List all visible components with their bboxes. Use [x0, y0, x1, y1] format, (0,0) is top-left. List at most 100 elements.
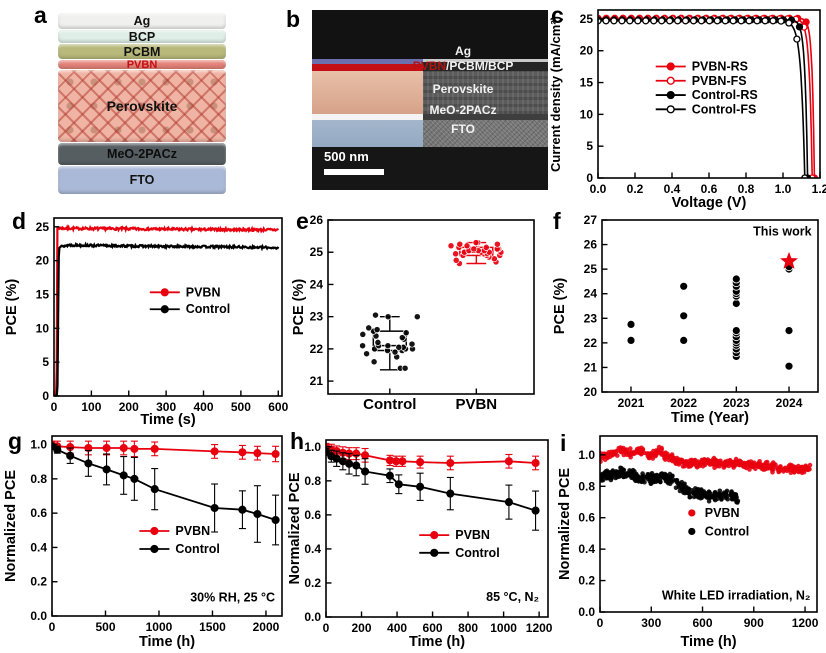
panel-g: g 0 500 1000 1500 2000 0.0 0.2 0.4 0.6 0.8 1.0 Time…	[2, 428, 292, 653]
svg-text:15: 15	[36, 287, 50, 301]
svg-text:10: 10	[36, 321, 50, 335]
sem-overlay-top	[312, 59, 423, 71]
svg-text:0.4: 0.4	[578, 542, 595, 556]
svg-text:300: 300	[156, 400, 176, 414]
svg-text:0.8: 0.8	[738, 182, 755, 196]
sem-overlay-ag	[312, 59, 423, 64]
svg-text:0.2: 0.2	[578, 574, 595, 588]
svg-text:0: 0	[597, 616, 604, 630]
layer-meo2pacz-label: MeO-2PACz	[107, 147, 177, 161]
device-stack-diagram: Ag BCP PCBM PVBN Perovskite MeO-2PACz FT…	[58, 12, 226, 194]
layer-fto-label: FTO	[129, 173, 155, 187]
svg-text:0.0: 0.0	[30, 609, 47, 623]
svg-text:0.6: 0.6	[304, 508, 321, 522]
svg-text:0.0: 0.0	[590, 182, 607, 196]
svg-text:23: 23	[584, 311, 598, 325]
svg-text:1.0: 1.0	[578, 448, 595, 462]
svg-text:Time (s): Time (s)	[140, 412, 196, 428]
svg-text:20: 20	[580, 44, 594, 58]
svg-text:21: 21	[584, 360, 598, 374]
svg-text:0: 0	[42, 389, 49, 403]
svg-text:800: 800	[458, 621, 478, 635]
sem-cross-section-image: Ag PVBN/PCBM/BCP Perovskite MeO-2PACz FT…	[312, 10, 548, 190]
svg-text:Current density (mA/cm²): Current density (mA/cm²)	[548, 16, 563, 172]
svg-text:0.4: 0.4	[30, 540, 47, 554]
svg-text:PVBN-FS: PVBN-FS	[692, 74, 747, 88]
svg-text:5: 5	[42, 355, 49, 369]
panel-a: a Ag BCP PCBM PVBN Perovskite MeO-2PACz …	[6, 2, 240, 202]
svg-text:1500: 1500	[199, 620, 226, 634]
svg-text:0.2: 0.2	[30, 575, 47, 589]
svg-text:1000: 1000	[490, 621, 517, 635]
panel-letter-c: c	[551, 2, 564, 28]
svg-text:0.8: 0.8	[30, 472, 47, 486]
svg-text:24: 24	[584, 287, 598, 301]
svg-text:24: 24	[310, 277, 324, 291]
svg-text:1.0: 1.0	[304, 440, 321, 454]
svg-text:0.4: 0.4	[664, 182, 681, 196]
scale-bar	[324, 169, 384, 175]
svg-text:0.6: 0.6	[701, 182, 718, 196]
svg-text:Control: Control	[186, 302, 230, 316]
svg-text:25: 25	[310, 245, 324, 259]
panel-letter-d: d	[12, 208, 27, 234]
svg-text:Control-RS: Control-RS	[692, 88, 758, 102]
svg-text:Time (h): Time (h)	[680, 634, 736, 650]
svg-text:26: 26	[310, 213, 324, 227]
svg-text:25: 25	[580, 12, 594, 26]
panel-i: i 0 300 600 900 1200 0.0 0.2 0.4 0.6 0.8 1.0 Time (…	[557, 430, 824, 652]
panel-b: b Ag PVBN/PCBM/BCP Perovskite MeO-	[284, 2, 548, 198]
svg-text:PVBN: PVBN	[455, 396, 497, 413]
panel-letter-h: h	[290, 428, 305, 454]
svg-text:0.8: 0.8	[304, 474, 321, 488]
sem-transport-layers	[312, 59, 548, 71]
sem-label-ag: Ag	[455, 44, 472, 58]
scale-bar-label: 500 nm	[324, 149, 369, 164]
layer-pvbn-label: PVBN	[126, 58, 158, 71]
svg-text:1.0: 1.0	[775, 182, 792, 196]
svg-text:500: 500	[231, 400, 251, 414]
svg-text:400: 400	[387, 621, 407, 635]
svg-text:0: 0	[586, 171, 593, 185]
svg-text:85 °C, N₂: 85 °C, N₂	[486, 590, 539, 604]
chart-humidity-stability: 0 500 1000 1500 2000 0.0 0.2 0.4 0.6 0.8 1.0 Time (…	[2, 430, 292, 653]
layer-meo2pacz: MeO-2PACz	[58, 143, 226, 165]
svg-text:20: 20	[36, 254, 50, 268]
layer-pcbm-label: PCBM	[123, 44, 161, 59]
panel-letter-e: e	[296, 208, 309, 234]
svg-text:26: 26	[584, 238, 598, 252]
chart-thermal-stability: 0 200 400 600 800 1000 1200 0.0 0.2 0.4 0.6 0.8 1.0 T…	[287, 430, 558, 653]
svg-text:1200: 1200	[792, 616, 819, 630]
panel-letter-f: f	[553, 208, 561, 234]
svg-text:Control: Control	[175, 542, 219, 556]
svg-text:600: 600	[693, 616, 713, 630]
panel-f: f 2021 2022 2023 2024 20 21 22 23 24 25 26 27 Time (…	[550, 206, 826, 428]
sem-label-pvbn: PVBN	[412, 59, 447, 73]
svg-text:600: 600	[268, 400, 288, 414]
svg-text:Control-FS: Control-FS	[692, 102, 757, 116]
layer-fto: FTO	[58, 166, 226, 194]
svg-text:PCE (%): PCE (%)	[292, 279, 307, 336]
svg-text:22: 22	[310, 342, 324, 356]
sem-overlay-meo2pacz	[312, 114, 423, 120]
sem-top-region	[312, 10, 548, 59]
sem-label-meo2pacz: MeO-2PACz	[429, 103, 497, 117]
sem-meo2pacz-layer	[312, 114, 548, 120]
svg-text:300: 300	[641, 616, 661, 630]
layer-ag: Ag	[58, 13, 226, 29]
svg-text:PCE (%): PCE (%)	[552, 278, 568, 335]
svg-text:25: 25	[584, 262, 598, 276]
svg-text:0: 0	[49, 620, 56, 634]
svg-text:2022: 2022	[670, 396, 697, 410]
svg-text:Normalized PCE: Normalized PCE	[558, 468, 573, 580]
chart-jv-curves: 0.0 0.2 0.4 0.6 0.8 1.0 1.2 0 5 10 15 20 25 Voltage (…	[548, 0, 826, 218]
svg-text:21: 21	[310, 374, 324, 388]
svg-text:100: 100	[81, 400, 101, 414]
svg-text:2021: 2021	[618, 396, 645, 410]
layer-bcp: BCP	[58, 30, 226, 43]
svg-text:Control: Control	[455, 546, 499, 560]
layer-perovskite: Perovskite	[58, 70, 226, 142]
svg-text:23: 23	[310, 310, 324, 324]
panel-h: h 0 200 400 600 800 1000 1200 0.0 0.2 0.4 0.6 0.8 1.…	[287, 428, 558, 653]
